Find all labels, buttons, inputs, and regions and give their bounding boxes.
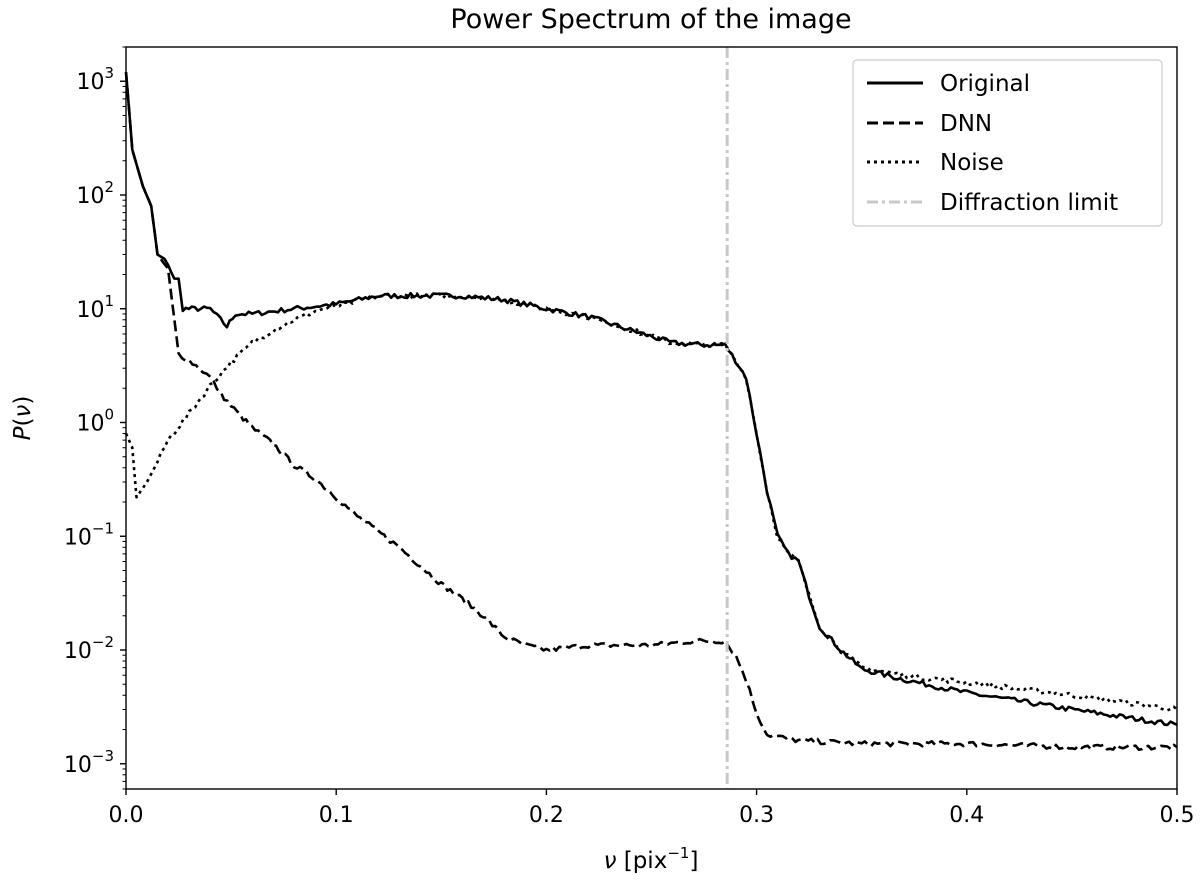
series-line-noise xyxy=(124,292,1178,712)
y-tick-label: 10−1 xyxy=(64,519,114,550)
x-tick-label: 0.1 xyxy=(319,803,354,828)
x-tick-label: 0.3 xyxy=(739,803,774,828)
x-tick-label: 0.4 xyxy=(949,803,984,828)
x-axis-label: ν [pix−1] xyxy=(604,844,699,874)
y-tick-label: 10−3 xyxy=(64,747,114,778)
legend-box xyxy=(852,59,1163,227)
y-axis-label-open: ( xyxy=(10,417,36,426)
series-line-dnn xyxy=(124,72,1178,751)
chart-title: Power Spectrum of the image xyxy=(450,4,851,35)
x-tick-label: 0.5 xyxy=(1160,803,1195,828)
x-axis-label-symbol: ν xyxy=(604,848,617,874)
y-tick-label: 101 xyxy=(76,292,114,323)
y-tick-label: 103 xyxy=(76,64,114,95)
legend-label-original: Original xyxy=(940,71,1030,97)
plot-area xyxy=(124,47,1178,789)
x-axis-label-unit: [pix xyxy=(616,848,667,874)
y-axis-label-close: ) xyxy=(10,396,36,405)
y-tick-label: 100 xyxy=(76,406,114,437)
x-tick-label: 0.2 xyxy=(529,803,564,828)
legend-label-noise: Noise xyxy=(940,150,1004,176)
legend-label-diffraction-limit: Diffraction limit xyxy=(940,190,1118,216)
y-axis-label-var: ν xyxy=(10,404,36,417)
axes-frame xyxy=(125,46,1178,790)
y-axis-label: P(ν) xyxy=(10,396,36,441)
legend: Original DNN Noise Diffraction limit xyxy=(852,59,1163,227)
x-tick-label: 0.0 xyxy=(109,803,144,828)
axis-ticks: 0.0 0.1 0.2 0.3 0.4 0.5 10−3 10−2 10−1 100 101 102 1… xyxy=(64,46,1195,828)
y-tick-label: 10−2 xyxy=(64,633,114,664)
y-tick-label: 102 xyxy=(76,178,114,209)
x-axis-label-close: ] xyxy=(689,848,698,874)
series-line-original xyxy=(124,72,1178,727)
legend-label-dnn: DNN xyxy=(940,111,992,137)
x-axis-label-exponent: −1 xyxy=(667,844,689,862)
y-axis-label-main: P xyxy=(10,426,36,440)
